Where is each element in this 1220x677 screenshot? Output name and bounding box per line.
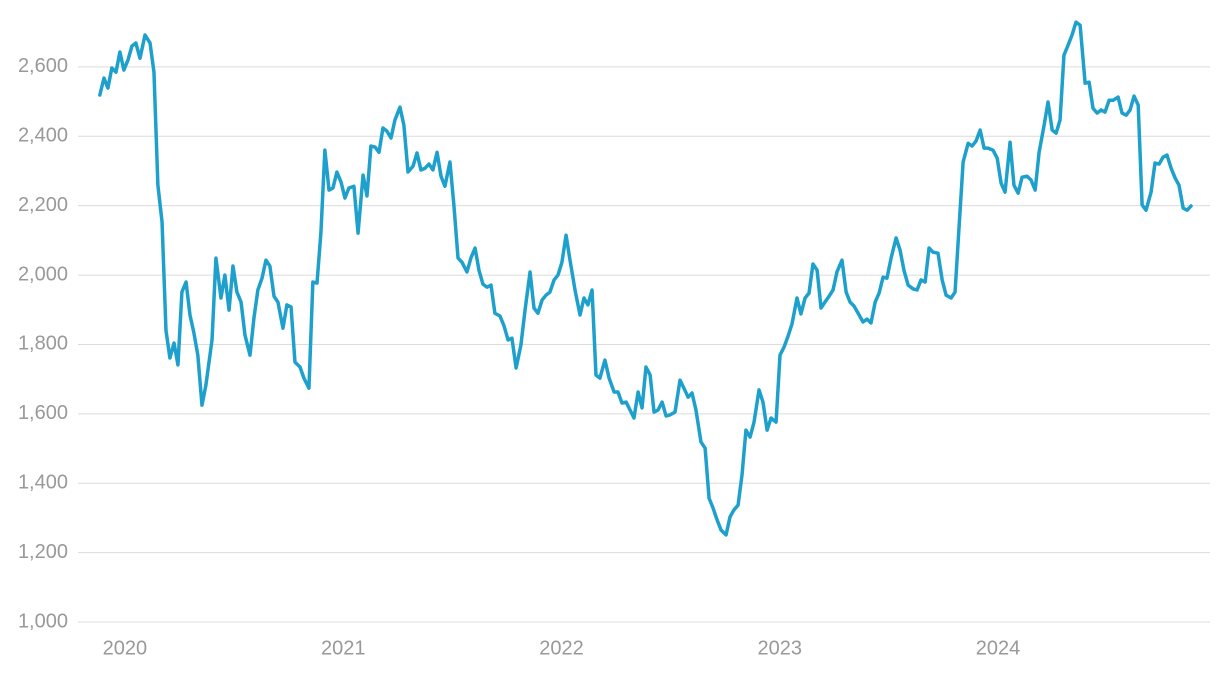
- x-tick-label: 2021: [321, 637, 366, 659]
- y-tick-label: 2,000: [18, 263, 68, 285]
- y-tick-label: 2,600: [18, 55, 68, 77]
- y-tick-label: 1,400: [18, 472, 68, 494]
- y-tick-label: 1,000: [18, 610, 68, 632]
- x-tick-label: 2023: [758, 637, 803, 659]
- y-tick-label: 1,600: [18, 402, 68, 424]
- x-tick-label: 2022: [539, 637, 584, 659]
- x-tick-label: 2020: [103, 637, 148, 659]
- y-tick-label: 1,800: [18, 333, 68, 355]
- x-tick-label: 2024: [976, 637, 1021, 659]
- y-tick-label: 2,400: [18, 125, 68, 147]
- y-tick-label: 2,200: [18, 194, 68, 216]
- y-tick-label: 1,200: [18, 541, 68, 563]
- line-series: [98, 20, 1193, 537]
